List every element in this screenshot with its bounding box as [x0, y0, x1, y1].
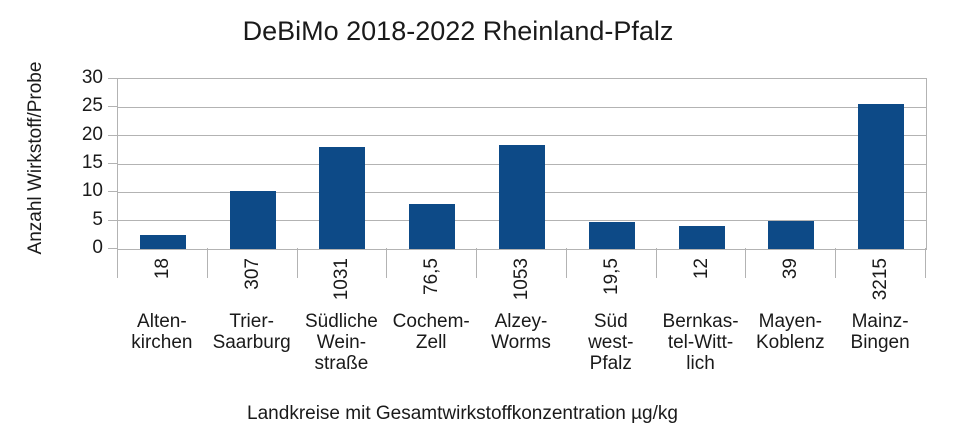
- x-axis-tick: [117, 248, 118, 278]
- category-label: Alzey- Worms: [491, 311, 551, 353]
- bar: [499, 145, 545, 249]
- y-axis-tick: [108, 106, 117, 108]
- category-label: Bernkas- tel-Witt- lich: [662, 311, 739, 374]
- y-tick-label: 30: [81, 67, 103, 88]
- y-axis-tick: [108, 191, 117, 193]
- bar: [678, 226, 725, 249]
- x-axis-tick: [745, 248, 747, 278]
- bar: [229, 191, 276, 249]
- y-tick-label: 0: [92, 237, 103, 258]
- x-axis-title: Landkreise mit Gesamtwirkstoffkonzentrat…: [247, 403, 678, 424]
- bar: [319, 147, 366, 249]
- category-label: Mainz- Bingen: [850, 311, 910, 353]
- x-axis-tick: [565, 248, 567, 278]
- category-label: Südliche Wein- straße: [304, 311, 378, 374]
- y-tick-label: 10: [81, 180, 103, 202]
- category-label: Mayen- Koblenz: [755, 311, 825, 353]
- bar: [858, 103, 905, 249]
- x-axis-tick: [655, 248, 657, 278]
- gridline: [118, 135, 926, 137]
- y-axis-tick: [108, 248, 117, 249]
- x-axis-tick: [925, 248, 926, 278]
- x-axis-tick: [476, 248, 478, 278]
- bar: [768, 220, 815, 249]
- y-tick-label: 20: [81, 123, 103, 145]
- category-label: Cochem- Zell: [392, 311, 470, 353]
- x-axis-tick: [296, 248, 298, 278]
- x-axis-tick: [386, 248, 388, 278]
- y-tick-label: 5: [92, 208, 103, 230]
- plot-area: [117, 78, 927, 250]
- category-label: Süd west- Pfalz: [588, 311, 634, 374]
- bar: [139, 234, 186, 249]
- y-tick-label: 25: [81, 95, 103, 117]
- bar: [409, 203, 456, 249]
- y-axis-tick: [108, 163, 117, 164]
- category-label: Trier- Saarburg: [212, 311, 291, 353]
- x-axis-tick: [206, 248, 208, 278]
- gridline: [118, 106, 926, 108]
- y-tick-label: 15: [81, 152, 103, 173]
- y-axis-tick: [108, 219, 117, 221]
- bar: [588, 222, 635, 249]
- category-label: Alten- kirchen: [131, 311, 193, 353]
- chart-title: DeBiMo 2018-2022 Rheinland-Pfalz: [242, 16, 674, 46]
- x-axis-tick: [835, 248, 837, 278]
- y-axis-tick: [108, 134, 117, 136]
- y-axis-tick: [108, 78, 117, 79]
